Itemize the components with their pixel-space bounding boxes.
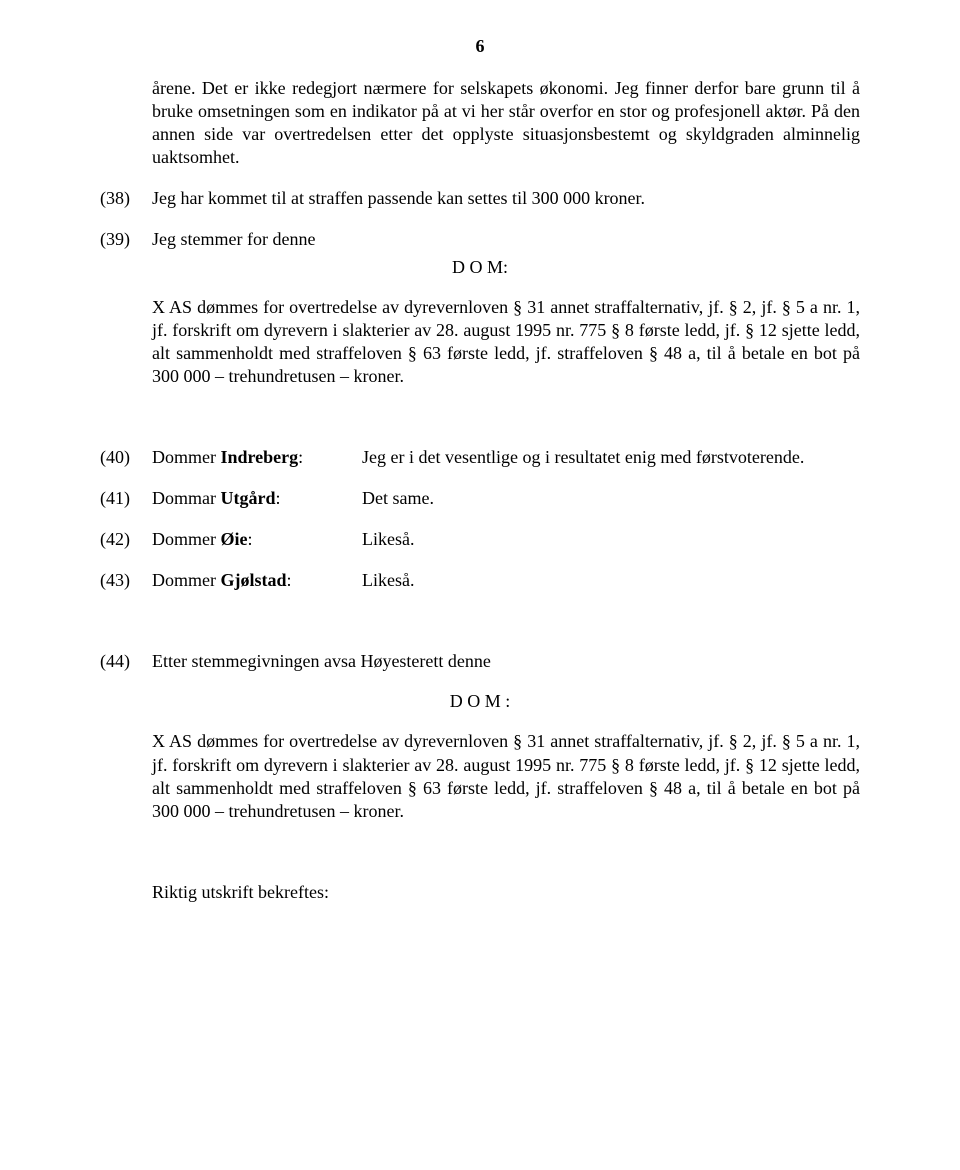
- colon: :: [298, 447, 303, 467]
- paragraph-39: (39) Jeg stemmer for denne: [100, 228, 860, 251]
- paragraph-number: (40): [100, 446, 152, 469]
- paragraph-text: Etter stemmegivningen avsa Høyesterett d…: [152, 650, 860, 673]
- spacer: [100, 406, 860, 446]
- judge-statement: Likeså.: [362, 569, 860, 592]
- judge-statement: Jeg er i det vesentlige og i resultatet …: [362, 446, 860, 469]
- judge-surname: Gjølstad: [220, 570, 286, 590]
- judge-role: Dommar: [152, 488, 220, 508]
- paragraph-number: (44): [100, 650, 152, 673]
- paragraph-38: (38) Jeg har kommet til at straffen pass…: [100, 187, 860, 210]
- colon: :: [287, 570, 292, 590]
- paragraph-number: (41): [100, 487, 152, 510]
- spacer: [100, 841, 860, 881]
- judge-surname: Øie: [220, 529, 247, 549]
- vote-row: (43) Dommer Gjølstad: Likeså.: [100, 569, 860, 592]
- colon: :: [247, 529, 252, 549]
- judge-name: Dommar Utgård:: [152, 487, 362, 510]
- footer-line: Riktig utskrift bekreftes:: [152, 881, 860, 904]
- judge-surname: Utgård: [220, 488, 275, 508]
- judge-name: Dommer Indreberg:: [152, 446, 362, 469]
- vote-row: (42) Dommer Øie: Likeså.: [100, 528, 860, 551]
- dom-text: X AS dømmes for overtredelse av dyrevern…: [152, 730, 860, 822]
- judge-role: Dommer: [152, 529, 220, 549]
- judge-role: Dommer: [152, 570, 220, 590]
- vote-row: (40) Dommer Indreberg: Jeg er i det vese…: [100, 446, 860, 469]
- judge-statement: Det same.: [362, 487, 860, 510]
- judge-surname: Indreberg: [220, 447, 298, 467]
- judge-name: Dommer Øie:: [152, 528, 362, 551]
- paragraph-44: (44) Etter stemmegivningen avsa Høyester…: [100, 650, 860, 673]
- dom-heading: D O M:: [100, 257, 860, 278]
- page: 6 årene. Det er ikke redegjort nærmere f…: [0, 0, 960, 1170]
- paragraph-number: (39): [100, 228, 152, 251]
- dom-text: X AS dømmes for overtredelse av dyrevern…: [152, 296, 860, 388]
- page-number: 6: [100, 36, 860, 57]
- spacer: [100, 610, 860, 650]
- colon: :: [275, 488, 280, 508]
- judge-name: Dommer Gjølstad:: [152, 569, 362, 592]
- paragraph-text: Jeg har kommet til at straffen passende …: [152, 187, 860, 210]
- paragraph-number: (38): [100, 187, 152, 210]
- dom-heading: D O M :: [100, 691, 860, 712]
- paragraph-number: (43): [100, 569, 152, 592]
- paragraph-text: Jeg stemmer for denne: [152, 228, 860, 251]
- vote-row: (41) Dommar Utgård: Det same.: [100, 487, 860, 510]
- paragraph-number: (42): [100, 528, 152, 551]
- judge-role: Dommer: [152, 447, 220, 467]
- intro-paragraph: årene. Det er ikke redegjort nærmere for…: [152, 77, 860, 169]
- judge-statement: Likeså.: [362, 528, 860, 551]
